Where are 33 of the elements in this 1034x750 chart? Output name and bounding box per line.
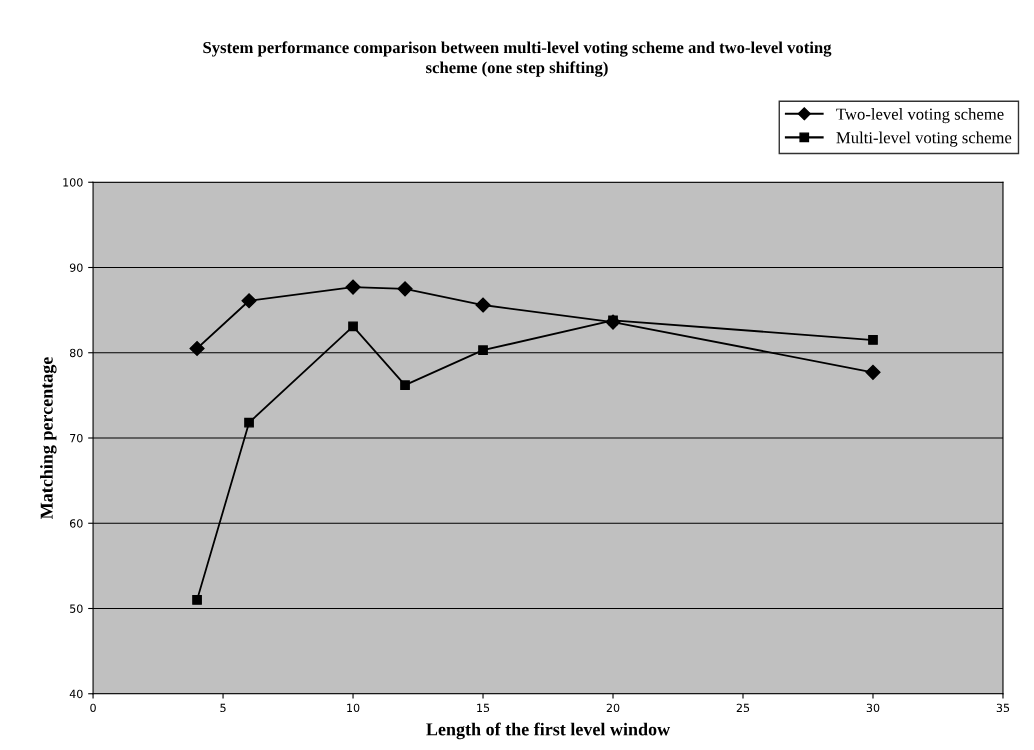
point bbox=[345, 279, 361, 295]
point bbox=[605, 314, 621, 330]
point bbox=[865, 364, 881, 380]
y-tick-label: 80 bbox=[69, 348, 83, 358]
y-tick-label: 40 bbox=[69, 689, 83, 699]
legend-label: Two-level voting scheme bbox=[836, 108, 1004, 124]
x-tick-label: 25 bbox=[736, 703, 750, 713]
y-tick-label: 90 bbox=[69, 263, 83, 272]
chart-title: System performance comparison between multi-level voting scheme and two-level voting scheme (one step shifting) bbox=[203, 41, 832, 77]
point bbox=[244, 417, 254, 428]
y-tick-label: 60 bbox=[69, 519, 83, 528]
x-tick-label: 5 bbox=[220, 703, 226, 713]
point bbox=[189, 340, 205, 357]
point bbox=[397, 281, 413, 297]
legend-label: Multi-level voting scheme bbox=[836, 131, 1012, 147]
x-tick-label: 35 bbox=[996, 703, 1010, 713]
point bbox=[241, 293, 257, 309]
point bbox=[400, 380, 410, 391]
point bbox=[475, 297, 491, 313]
x-tick-label: 15 bbox=[477, 703, 490, 713]
y-tick-label: 50 bbox=[70, 604, 83, 613]
point bbox=[348, 321, 358, 332]
x-tick-label: 30 bbox=[866, 703, 880, 713]
point bbox=[192, 595, 202, 605]
y-axis-title: Matching percentage bbox=[40, 357, 57, 520]
x-tick-label: 0 bbox=[90, 703, 96, 713]
x-tick-label: 20 bbox=[606, 703, 620, 713]
y-tick-label: 100 bbox=[63, 178, 83, 187]
x-tick-label: 10 bbox=[347, 703, 360, 713]
x-axis-title: Length of the first level window bbox=[426, 722, 671, 740]
y-tick-label: 70 bbox=[70, 433, 83, 443]
point bbox=[868, 335, 878, 345]
point bbox=[478, 345, 488, 356]
